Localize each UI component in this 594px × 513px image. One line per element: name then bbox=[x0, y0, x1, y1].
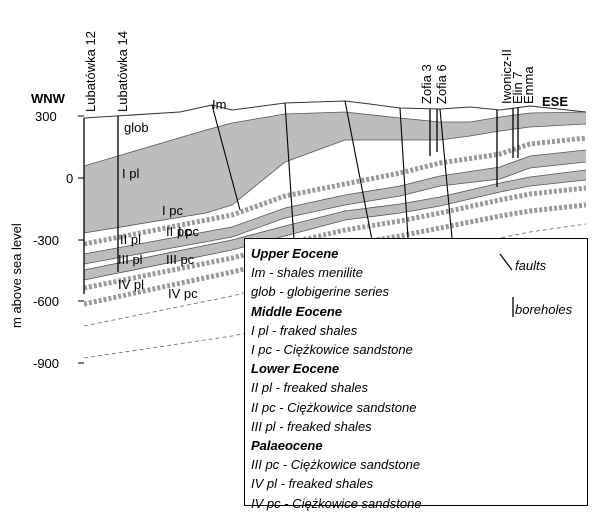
legend-item: IV pl - freaked shales bbox=[251, 476, 374, 492]
unit-label-ii-pl: II pl bbox=[120, 232, 141, 247]
legend-header-lower-eocene: Lower Eocene bbox=[251, 361, 340, 377]
legend-item: II pl - freaked shales bbox=[251, 380, 369, 396]
legend-item: II pc - Ciężkowice sandstone bbox=[251, 399, 417, 415]
borehole-label-elin-7: Elin 7 bbox=[510, 71, 525, 104]
unit-label-iv-pl: IV pl bbox=[118, 277, 144, 292]
fault-line bbox=[344, 100, 373, 241]
legend-boreholes-label: boreholes bbox=[515, 302, 573, 317]
legend-item: III pl - freaked shales bbox=[251, 418, 372, 434]
legend-item: glob - globigerine series bbox=[251, 284, 390, 300]
unit-i-pl-band bbox=[84, 112, 586, 233]
legend-item: III pc - Ciężkowice sandstone bbox=[251, 457, 421, 473]
legend-header-upper-eocene: Upper Eocene bbox=[251, 246, 339, 261]
unit-label-ii-pc: II pc bbox=[166, 224, 191, 239]
y-axis-ticks bbox=[78, 115, 84, 364]
borehole-label-emma: Emma bbox=[521, 66, 536, 104]
legend-header-palaeocene: Palaeocene bbox=[251, 438, 323, 454]
unit-label-i-pl: I pl bbox=[122, 166, 139, 181]
fault-line bbox=[284, 102, 295, 241]
unit-label-i-pc: I pc bbox=[162, 203, 183, 218]
legend-list: Upper Eocene Im - shales menilite glob -… bbox=[251, 244, 422, 513]
fault-line bbox=[399, 107, 409, 239]
y-tick-label: 300 bbox=[35, 109, 57, 124]
unit-label-im: Im bbox=[212, 97, 226, 112]
faults bbox=[211, 100, 453, 241]
legend-item: I pl - fraked shales bbox=[251, 322, 358, 338]
borehole-label-zofia-3: Zofia 3 bbox=[419, 64, 434, 104]
unit-label-iii-pl: III pl bbox=[118, 252, 143, 267]
borehole-label-lubatowka-12: Lubatówka 12 bbox=[83, 31, 98, 112]
legend-borehole-symbol bbox=[512, 297, 514, 317]
y-axis-label: m above sea level bbox=[9, 223, 24, 328]
y-tick-label: -900 bbox=[33, 356, 59, 371]
borehole-label-lubatowka-14: Lubatówka 14 bbox=[115, 31, 130, 112]
legend-item: IV pc - Ciężkowice sandstone bbox=[251, 495, 422, 511]
unit-iii-pl-band bbox=[84, 170, 586, 280]
legend-box: Upper Eocene Im - shales menilite glob -… bbox=[244, 238, 588, 511]
unit-label-i-pc: I pc bbox=[178, 224, 199, 239]
ii-pc-horizon bbox=[84, 135, 586, 247]
legend-faults-label: faults bbox=[515, 258, 547, 273]
iv-pc-horizon bbox=[84, 202, 586, 307]
unit-label-glob: glob bbox=[124, 120, 149, 135]
unit-label-iv-pc: IV pc bbox=[168, 286, 198, 301]
unit-label-iii-pc: III pc bbox=[166, 252, 195, 267]
fault-line bbox=[439, 108, 453, 239]
borehole-label-zofia-6: Zofia 6 bbox=[434, 64, 449, 104]
boreholes bbox=[83, 107, 519, 294]
fault-line bbox=[211, 104, 241, 211]
direction-label-wnw: WNW bbox=[31, 91, 66, 106]
legend-item: I pc - Ciężkowice sandstone bbox=[251, 342, 413, 358]
y-tick-label: 0 bbox=[66, 171, 73, 186]
legend-item: Im - shales menilite bbox=[251, 265, 363, 281]
iii-pc-horizon bbox=[84, 185, 586, 291]
legend-fault-symbol bbox=[499, 253, 513, 271]
y-tick-label: -300 bbox=[33, 233, 59, 248]
legend-header-middle-eocene: Middle Eocene bbox=[251, 303, 343, 319]
borehole-label-iwonicz-ii: Iwonicz-II bbox=[499, 49, 514, 104]
direction-label-ese: ESE bbox=[542, 94, 568, 109]
sandstone-horizons bbox=[84, 135, 586, 307]
y-tick-label: -600 bbox=[33, 294, 59, 309]
